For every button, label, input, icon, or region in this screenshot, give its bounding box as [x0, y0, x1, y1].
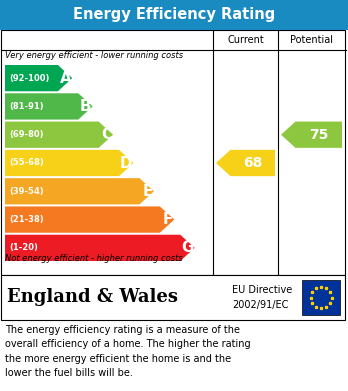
- Text: (69-80): (69-80): [9, 130, 44, 139]
- Bar: [0, 0, 348, 30]
- Polygon shape: [5, 178, 154, 204]
- Text: England & Wales: England & Wales: [7, 289, 178, 307]
- Polygon shape: [5, 206, 174, 233]
- Text: (1-20): (1-20): [9, 243, 38, 252]
- Text: EU Directive
2002/91/EC: EU Directive 2002/91/EC: [232, 285, 292, 310]
- Polygon shape: [5, 122, 113, 148]
- Polygon shape: [281, 122, 342, 148]
- Text: (21-38): (21-38): [9, 215, 44, 224]
- Bar: [302, 280, 340, 315]
- Text: Current: Current: [227, 35, 264, 45]
- Text: (81-91): (81-91): [9, 102, 44, 111]
- Text: D: D: [120, 156, 133, 170]
- Text: G: G: [181, 240, 194, 255]
- Bar: [1, 275, 345, 320]
- Text: The energy efficiency rating is a measure of the
overall efficiency of a home. T: The energy efficiency rating is a measur…: [5, 325, 251, 378]
- Bar: [1, 30, 345, 275]
- Text: (55-68): (55-68): [9, 158, 44, 167]
- Text: 75: 75: [309, 128, 329, 142]
- Polygon shape: [5, 235, 195, 261]
- Text: Energy Efficiency Rating: Energy Efficiency Rating: [73, 7, 275, 23]
- Polygon shape: [216, 150, 275, 176]
- Polygon shape: [5, 65, 72, 91]
- Text: C: C: [101, 127, 112, 142]
- Text: (39-54): (39-54): [9, 187, 44, 196]
- Text: 68: 68: [243, 156, 262, 170]
- Text: (92-100): (92-100): [9, 74, 49, 83]
- Polygon shape: [5, 93, 93, 120]
- Text: E: E: [143, 184, 153, 199]
- Text: A: A: [60, 71, 71, 86]
- Text: F: F: [163, 212, 173, 227]
- Polygon shape: [5, 150, 134, 176]
- Text: Potential: Potential: [290, 35, 333, 45]
- Text: Not energy efficient - higher running costs: Not energy efficient - higher running co…: [5, 254, 183, 263]
- Text: Very energy efficient - lower running costs: Very energy efficient - lower running co…: [5, 51, 183, 60]
- Text: B: B: [80, 99, 92, 114]
